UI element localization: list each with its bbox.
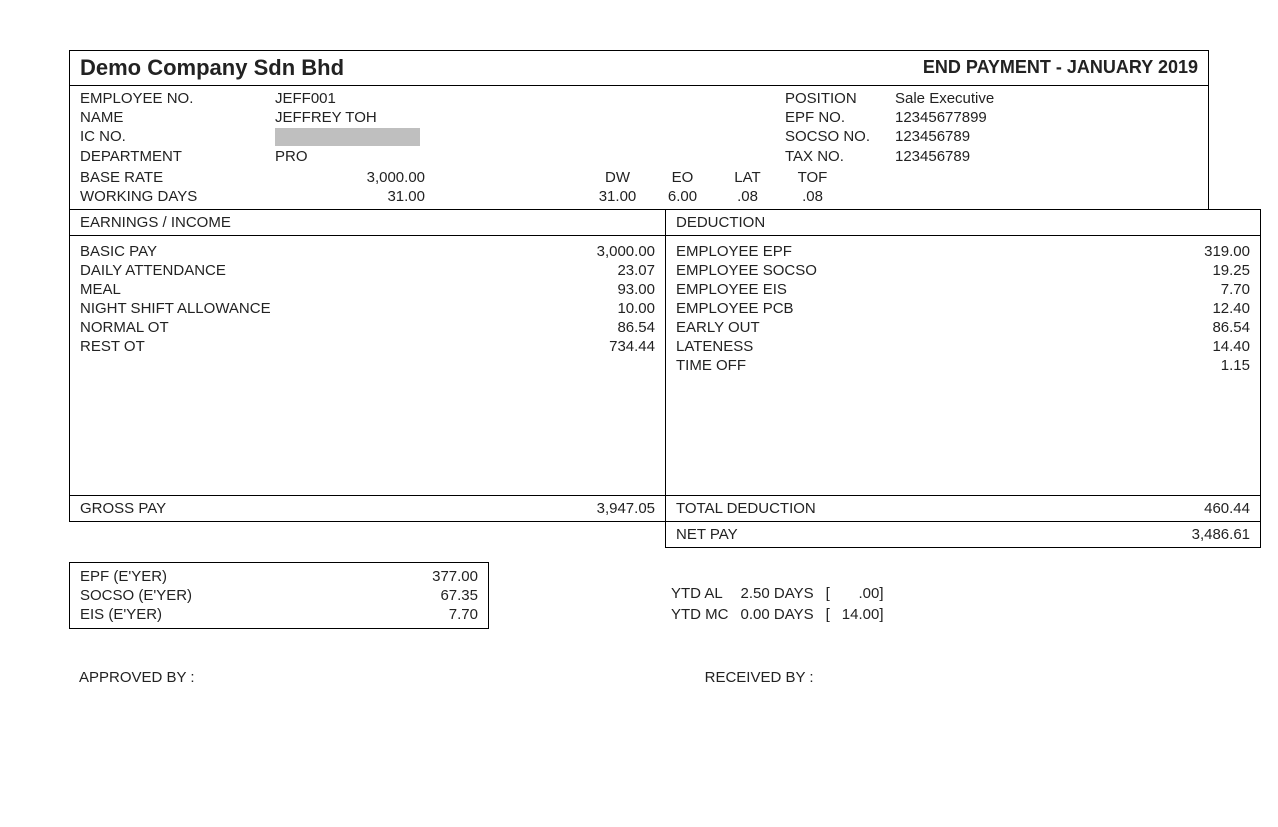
gross-pay-cell: GROSS PAY 3,947.05 [69,496,665,522]
total-ded-label: TOTAL DEDUCTION [676,500,816,517]
ytd-al-amt: .00 [858,585,879,602]
rest-ot-label: REST OT [80,338,145,355]
working-days: 31.00 [275,188,445,205]
tax-no: 123456789 [895,148,1115,165]
employer-box: EPF (E'YER) 377.00 SOCSO (E'YER) 67.35 EIS… [69,562,489,629]
daily-att-label: DAILY ATTENDANCE [80,262,226,279]
earnings-title: EARNINGS / INCOME [69,209,665,236]
period: END PAYMENT - JANUARY 2019 [923,55,1198,81]
approved-by: APPROVED BY : [79,669,195,686]
name-label: NAME [80,109,275,126]
company-name: Demo Company Sdn Bhd [80,55,344,81]
received-by: RECEIVED BY : [705,669,814,686]
ded-timeoff: 1.15 [1221,357,1250,374]
ded-early-out: 86.54 [1212,319,1250,336]
tax-no-label: TAX NO. [785,148,895,165]
eyer-epf: 377.00 [432,568,478,585]
net-pay-cell: NET PAY 3,486.61 [665,522,1261,548]
working-days-label: WORKING DAYS [80,188,275,205]
lat-label: LAT [715,169,780,186]
gross-label: GROSS PAY [80,500,166,517]
ded-epf: 319.00 [1204,243,1250,260]
ytd-al-days: 2.50 DAYS [741,584,824,603]
gross: 3,947.05 [597,500,655,517]
position-label: POSITION [785,90,895,107]
total-deduction-cell: TOTAL DEDUCTION 460.44 [665,496,1261,522]
base-rate-label: BASE RATE [80,169,275,186]
basic-pay: 3,000.00 [597,243,655,260]
ytd-al-label: YTD AL [671,584,739,603]
ded-early-out-label: EARLY OUT [676,319,760,336]
normal-ot: 86.54 [617,319,655,336]
meal-label: MEAL [80,281,121,298]
ded-lateness: 14.40 [1212,338,1250,355]
header: Demo Company Sdn Bhd END PAYMENT - JANUA… [69,50,1209,86]
eyer-eis-label: EIS (E'YER) [80,606,162,623]
night-shift: 10.00 [617,300,655,317]
emp-no: JEFF001 [275,90,445,107]
ded-lateness-label: LATENESS [676,338,753,355]
dw-label: DW [585,169,650,186]
eyer-socso-label: SOCSO (E'YER) [80,587,192,604]
ded-timeoff-label: TIME OFF [676,357,746,374]
emp-no-label: EMPLOYEE NO. [80,90,275,107]
lat: .08 [715,188,780,205]
socso-no: 123456789 [895,128,1115,146]
tof: .08 [780,188,845,205]
deduction-title: DEDUCTION [665,209,1261,236]
basic-pay-label: BASIC PAY [80,243,157,260]
eyer-eis: 7.70 [449,606,478,623]
net-label: NET PAY [676,526,738,543]
base-rate: 3,000.00 [275,169,445,186]
ytd-mc-label: YTD MC [671,605,739,624]
ic-redacted [275,128,420,146]
rest-ot: 734.44 [609,338,655,355]
dw: 31.00 [585,188,650,205]
epf-no: 12345677899 [895,109,1115,126]
payslip: Demo Company Sdn Bhd END PAYMENT - JANUA… [39,20,1239,706]
ded-eis: 7.70 [1221,281,1250,298]
epf-no-label: EPF NO. [785,109,895,126]
ded-epf-label: EMPLOYEE EPF [676,243,792,260]
ded-socso-label: EMPLOYEE SOCSO [676,262,817,279]
ded-pcb: 12.40 [1212,300,1250,317]
eyer-epf-label: EPF (E'YER) [80,568,167,585]
socso-no-label: SOCSO NO. [785,128,895,146]
ded-eis-label: EMPLOYEE EIS [676,281,787,298]
position: Sale Executive [895,90,1115,107]
total-ded: 460.44 [1204,500,1250,517]
net: 3,486.61 [1192,526,1250,543]
normal-ot-label: NORMAL OT [80,319,169,336]
ded-pcb-label: EMPLOYEE PCB [676,300,794,317]
dept: PRO [275,148,445,165]
tof-label: TOF [780,169,845,186]
name: JEFFREY TOH [275,109,445,126]
night-shift-label: NIGHT SHIFT ALLOWANCE [80,300,271,317]
ytd-mc-days: 0.00 DAYS [741,605,824,624]
eo-label: EO [650,169,715,186]
meal: 93.00 [617,281,655,298]
dept-label: DEPARTMENT [80,148,275,165]
employee-info: EMPLOYEE NO. JEFF001 POSITION Sale Execu… [69,86,1209,210]
deduction-column: EMPLOYEE EPF 319.00 EMPLOYEE SOCSO 19.25 E… [665,236,1261,496]
ded-socso: 19.25 [1212,262,1250,279]
ic-label: IC NO. [80,128,275,146]
ytd-block: YTD AL 2.50 DAYS [ .00] YTD MC 0.00 DAYS… [489,562,1209,629]
daily-att: 23.07 [617,262,655,279]
eo: 6.00 [650,188,715,205]
ytd-mc-amt: 14.00 [842,606,880,623]
eyer-socso: 67.35 [440,587,478,604]
earnings-column: BASIC PAY3,000.00 DAILY ATTENDANCE23.07 … [69,236,665,496]
